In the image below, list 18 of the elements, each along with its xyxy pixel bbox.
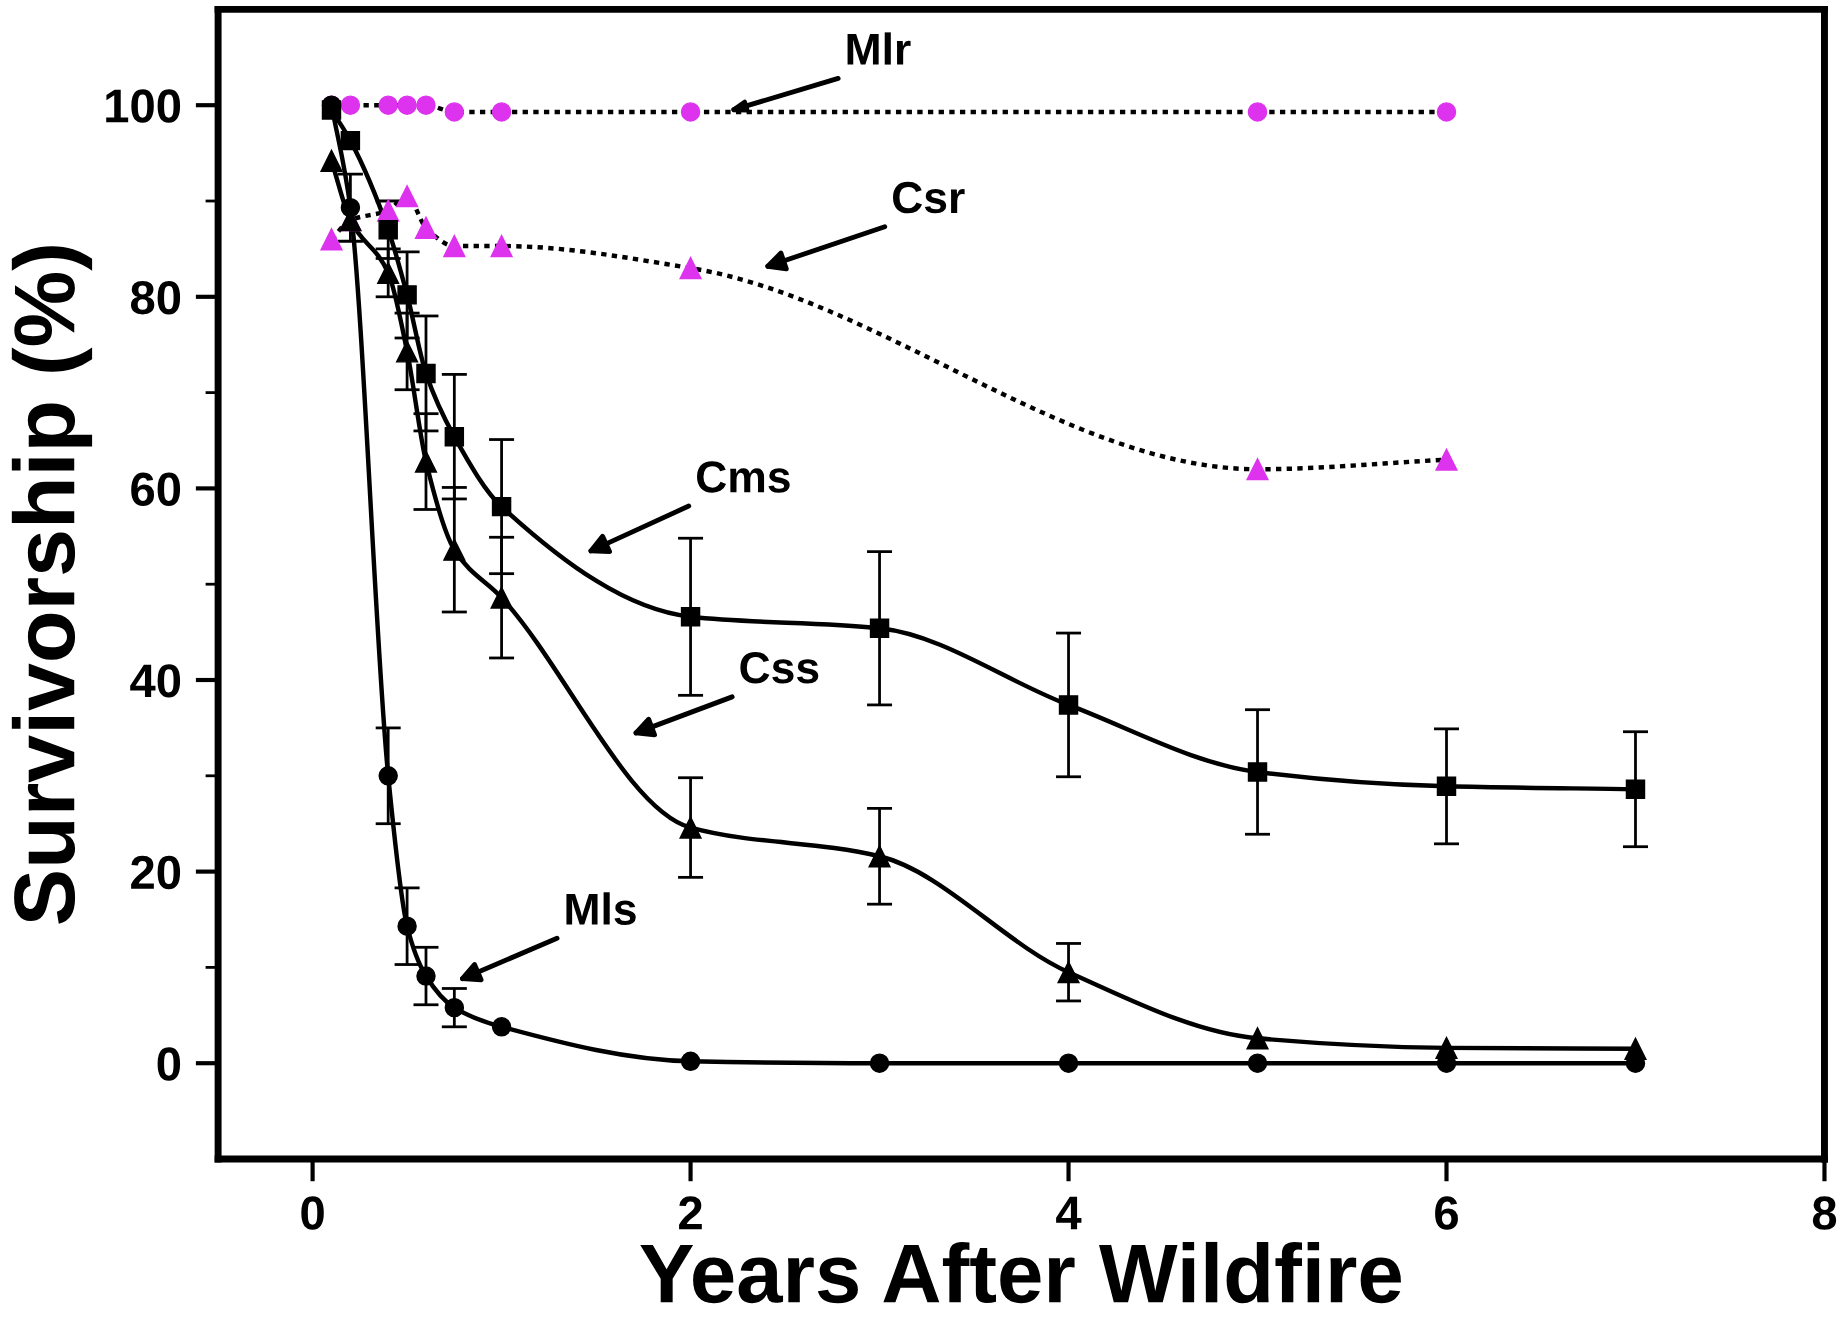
annotation: Mls	[566, 892, 636, 925]
y-tick-label: 0	[157, 1047, 181, 1081]
y-tick-label: 20	[131, 855, 181, 890]
y-axis-title: Survivorship (%)	[11, 246, 93, 924]
x-tick-label: 6	[1435, 1196, 1458, 1230]
y-tick-label: 40	[130, 664, 181, 698]
x-tick-label: 2	[679, 1196, 702, 1230]
x-tick-label: 4	[1056, 1196, 1082, 1230]
x-tick-label: 8	[1812, 1196, 1837, 1230]
annotation: Mlr	[847, 32, 911, 65]
x-axis-title: Years After Wildfire	[640, 1241, 1401, 1304]
y-tick-label: 60	[131, 472, 181, 506]
y-tick-label: 80	[130, 280, 181, 315]
y-tick-label: 100	[106, 89, 181, 123]
x-tick-label: 0	[301, 1196, 324, 1230]
annotation: Csr	[893, 181, 965, 214]
annotation: Cms	[697, 461, 790, 493]
annotation: Css	[740, 652, 819, 684]
